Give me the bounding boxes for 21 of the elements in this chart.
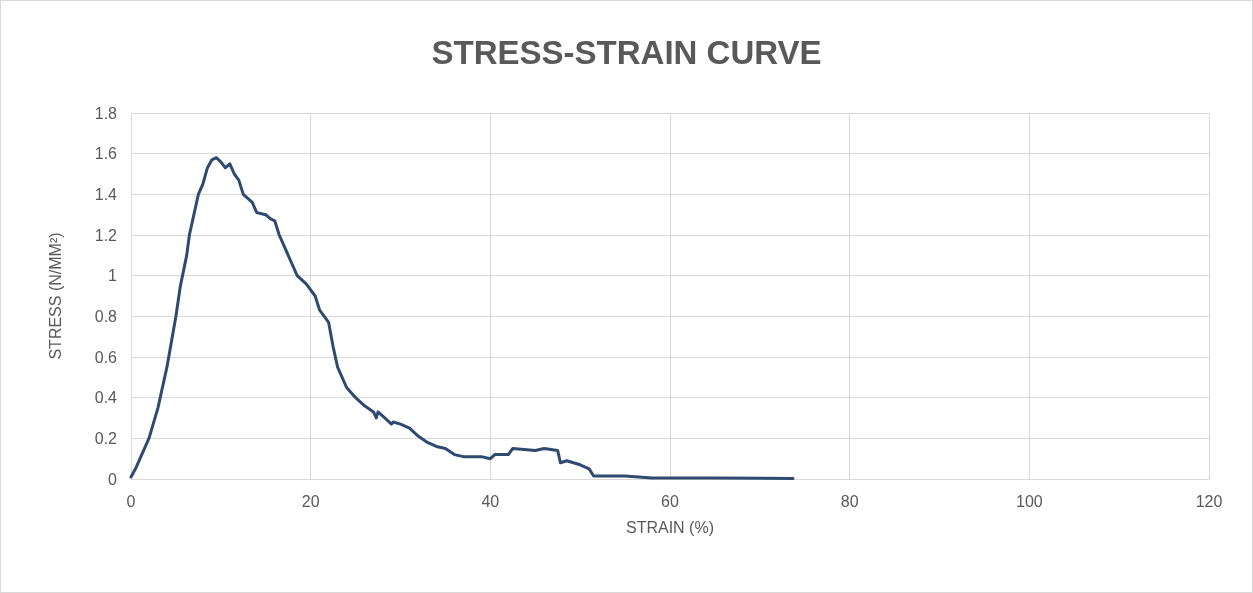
x-tick-label: 80 <box>840 492 859 510</box>
x-tick-label: 120 <box>1195 492 1223 510</box>
y-tick-label: 1.8 <box>94 104 118 122</box>
y-tick-label: 0 <box>108 470 118 488</box>
x-tick-label: 100 <box>1015 492 1043 510</box>
y-axis-title: STRESS (N/MM²) <box>46 232 64 360</box>
chart-title: STRESS-STRAIN CURVE <box>431 34 822 71</box>
y-tick-label: 0.4 <box>94 389 118 407</box>
x-tick-label: 60 <box>661 492 679 510</box>
x-tick-label: 40 <box>481 492 500 510</box>
y-tick-label: 1.2 <box>94 226 118 244</box>
y-tick-label: 1 <box>108 267 118 285</box>
y-tick-label: 0.8 <box>94 307 118 325</box>
y-tick-label: 0.6 <box>94 348 118 366</box>
x-tick-label: 20 <box>301 492 320 510</box>
y-tick-label: 1.6 <box>94 145 118 163</box>
y-tick-label: 0.2 <box>94 429 118 447</box>
y-tick-label: 1.4 <box>94 185 118 203</box>
x-axis-title: STRAIN (%) <box>626 518 714 536</box>
x-tick-label: 0 <box>126 492 136 510</box>
line-series <box>129 156 795 480</box>
